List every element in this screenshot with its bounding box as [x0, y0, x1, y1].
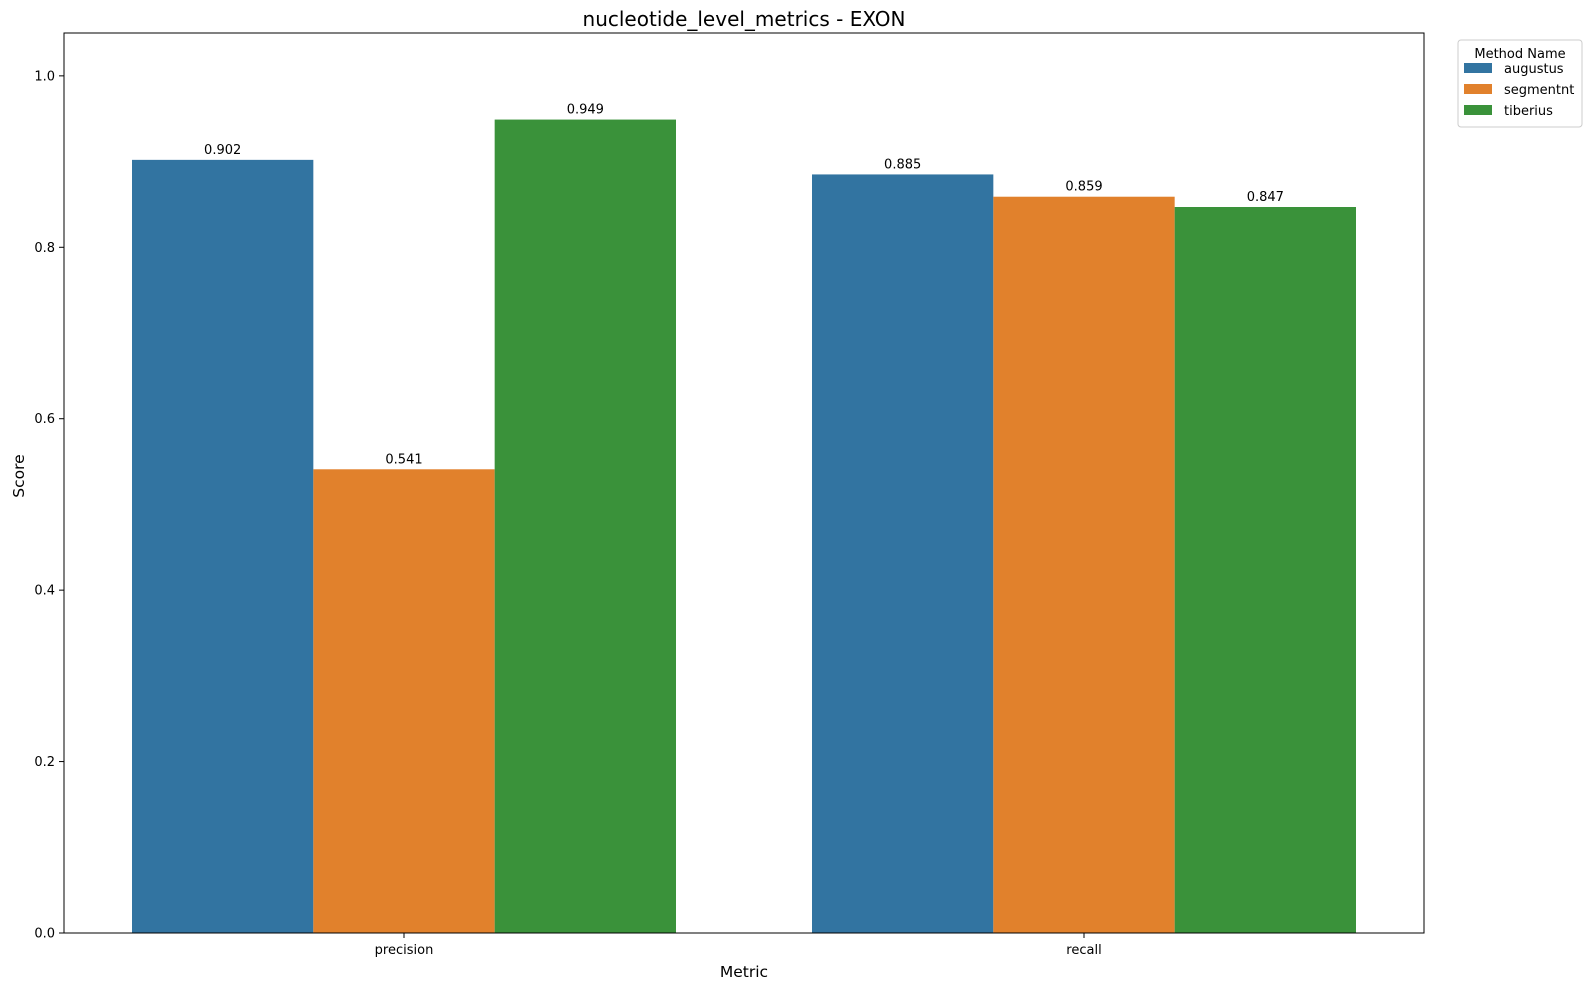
x-tick-label-precision: precision — [375, 943, 434, 958]
legend-title: Method Name — [1474, 47, 1565, 62]
bar-segmentnt-recall — [993, 196, 1175, 933]
legend-swatch-segmentnt — [1464, 84, 1492, 94]
plot-area-frame — [63, 32, 1425, 934]
bar-augustus-recall — [812, 174, 994, 933]
bar-augustus-precision — [132, 159, 314, 933]
y-axis-ticks: 0.0 0.2 0.4 0.6 0.8 1.0 — [34, 69, 64, 942]
value-labels-layer: 0.902 0.541 0.949 0.885 0.859 0.847 — [204, 103, 1284, 468]
y-tick-label: 0.8 — [34, 241, 55, 256]
y-tick-label: 0.6 — [34, 412, 55, 427]
legend-swatch-tiberius — [1464, 105, 1492, 115]
bar-tiberius-precision — [494, 119, 676, 934]
y-tick-label: 0.2 — [34, 755, 55, 770]
value-label-augustus-precision: 0.902 — [204, 143, 241, 158]
value-label-segmentnt-precision: 0.541 — [385, 452, 422, 467]
legend-swatch-augustus — [1464, 63, 1492, 73]
y-tick-label: 0.0 — [34, 927, 55, 942]
bars-layer — [132, 119, 1356, 934]
legend-label-augustus: augustus — [1504, 62, 1564, 77]
y-axis-label: Score — [10, 454, 28, 497]
bar-segmentnt-precision — [313, 469, 495, 933]
x-tick-label-recall: recall — [1066, 943, 1101, 958]
legend-label-tiberius: tiberius — [1504, 104, 1553, 119]
value-label-tiberius-precision: 0.949 — [567, 103, 604, 118]
value-label-augustus-recall: 0.885 — [884, 157, 921, 172]
x-axis-ticks: precision recall — [375, 933, 1102, 958]
value-label-segmentnt-recall: 0.859 — [1065, 180, 1102, 195]
legend-label-segmentnt: segmentnt — [1504, 83, 1574, 98]
y-tick-label: 1.0 — [34, 69, 55, 84]
value-label-tiberius-recall: 0.847 — [1247, 190, 1284, 205]
y-tick-label: 0.4 — [34, 584, 55, 599]
bar-tiberius-recall — [1174, 207, 1356, 933]
x-axis-label: Metric — [720, 963, 768, 981]
chart-title: nucleotide_level_metrics - EXON — [583, 7, 906, 31]
